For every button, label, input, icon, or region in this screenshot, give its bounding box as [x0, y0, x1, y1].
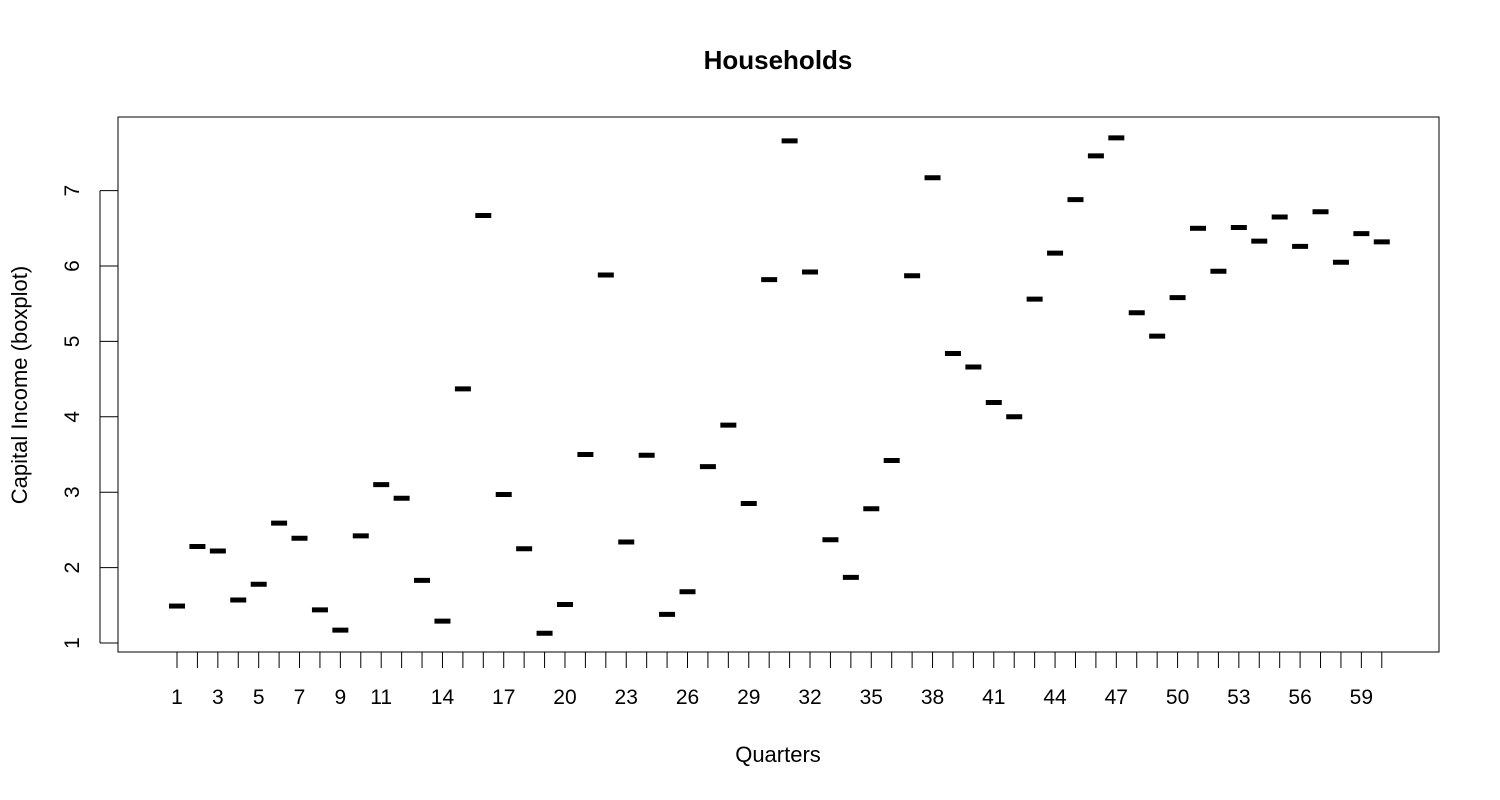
x-tick-label: 44	[1043, 686, 1067, 709]
x-tick-label: 1	[171, 686, 183, 709]
plot-frame	[117, 116, 1440, 653]
x-tick-label: 38	[921, 686, 944, 709]
x-tick-label: 59	[1350, 686, 1373, 709]
x-axis-label: Quarters	[735, 742, 821, 767]
y-tick-label: 4	[61, 411, 84, 423]
x-tick-label: 3	[212, 686, 224, 709]
x-tick-label: 11	[370, 686, 392, 709]
x-tick-label: 41	[982, 686, 1005, 709]
x-tick-label: 14	[431, 686, 455, 709]
x-tick-label: 5	[253, 686, 265, 709]
x-axis: 1 3 5 7 9 11 14 17 20 23 26 29 32 35 38 41 44 47 50 53 56 59	[171, 651, 1383, 709]
x-tick-label: 53	[1227, 686, 1250, 709]
y-tick-label: 7	[61, 185, 84, 197]
y-axis-label: Capital Income (boxplot)	[7, 266, 32, 504]
x-tick-label: 20	[553, 686, 576, 709]
chart-title: Households	[704, 45, 853, 75]
x-tick-label: 9	[335, 686, 347, 709]
y-tick-label: 2	[61, 562, 84, 574]
x-tick-label: 47	[1105, 686, 1128, 709]
x-tick-label: 17	[492, 686, 515, 709]
x-tick-label: 50	[1166, 686, 1189, 709]
y-tick-label: 1	[61, 637, 84, 649]
x-tick-label: 32	[798, 686, 821, 709]
x-tick-label: 26	[676, 686, 699, 709]
x-tick-label: 56	[1288, 686, 1311, 709]
x-tick-label: 29	[737, 686, 760, 709]
y-axis: 1 2 3 4 5 6 7	[61, 185, 118, 649]
y-tick-label: 5	[61, 336, 84, 348]
y-tick-label: 3	[61, 486, 84, 498]
x-tick-label: 23	[615, 686, 638, 709]
median-marks	[169, 135, 1390, 636]
x-tick-label: 35	[860, 686, 883, 709]
x-tick-label: 7	[294, 686, 306, 709]
y-tick-label: 6	[61, 260, 84, 272]
